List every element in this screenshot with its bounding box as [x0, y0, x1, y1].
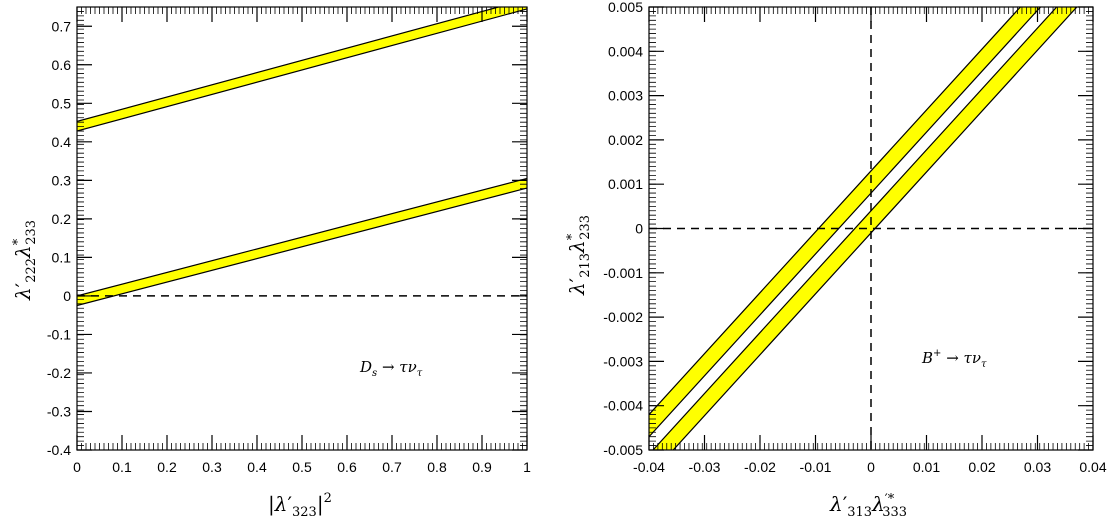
y-axis-label-right: λ′213λ*233	[565, 215, 593, 296]
x-tick-label: 0.7	[382, 459, 402, 475]
band-left-1-fill	[77, 178, 527, 306]
x-tick-label: -0.02	[744, 459, 776, 475]
y-tick-label: -0.1	[47, 326, 71, 342]
x-tick-label: 0.2	[157, 459, 177, 475]
x-tick-labels-left: 0 0.1 0.2 0.3 0.4 0.5 0.6 0.7 0.8 0.9 1	[73, 459, 531, 475]
x-tick-label: -0.03	[689, 459, 721, 475]
x-tick-label: 0.8	[427, 459, 447, 475]
band-left-0-lower-edge	[77, 8, 527, 132]
y-tick-label: 0.3	[52, 172, 72, 188]
x-axis-label-right: λ′313λ′* 333	[829, 492, 907, 520]
y-tick-label: -0.002	[603, 309, 643, 325]
y-tick-label: 0.4	[52, 134, 72, 150]
x-tick-label: 1	[523, 459, 531, 475]
x-tick-label: 0.01	[913, 459, 940, 475]
y-tick-label: 0.2	[52, 211, 72, 227]
minor-ticks-path-left	[77, 7, 527, 450]
plot-frame-left	[76, 6, 528, 451]
y-tick-label: 0.002	[608, 132, 643, 148]
x-tick-label: 0	[73, 459, 81, 475]
band-left-0-upper-edge	[77, 7, 501, 122]
x-tick-label: 0.6	[337, 459, 357, 475]
y-tick-label: 0	[635, 221, 643, 237]
bands-left	[77, 7, 527, 307]
y-tick-label: -0.2	[47, 365, 71, 381]
y-tick-label: 0.7	[52, 18, 72, 34]
annotation-right: B+ → τντ	[921, 348, 987, 370]
minor-ticks-left	[77, 7, 527, 450]
x-tick-label: 0.1	[112, 459, 132, 475]
y-tick-label: -0.003	[603, 353, 643, 369]
band-left-1-upper-edge	[77, 177, 527, 297]
y-tick-labels-right: -0.005 -0.004 -0.003 -0.002 -0.001 0 0.001 0.00…	[603, 0, 643, 458]
y-axis-label-left: λ′222λ*233	[11, 220, 39, 301]
annotation-left: Ds → τντ	[359, 358, 423, 379]
y-tick-label: -0.3	[47, 403, 71, 419]
minor-ticks-path-right	[649, 7, 1093, 450]
x-axis-label-left: |λ′323|2	[268, 491, 332, 520]
y-tick-label: 0.5	[52, 95, 72, 111]
chart-left: 0 0.1 0.2 0.3 0.4 0.5 0.6 0.7 0.8 0.9 1 -0.4-0.3-0…	[11, 6, 531, 520]
band-left-1-lower-edge	[77, 187, 527, 307]
x-tick-label: 0.4	[247, 459, 267, 475]
y-tick-label: 0	[63, 288, 71, 304]
major-ticks-left	[76, 7, 528, 451]
y-tick-label: 0.003	[608, 88, 643, 104]
x-tick-label: 0.3	[202, 459, 222, 475]
x-tick-labels-right: -0.04 -0.03 -0.02 -0.01 0 0.01 0.02 0.03 0.04	[633, 459, 1107, 475]
y-tick-label: 0.1	[52, 249, 72, 265]
y-tick-label: -0.005	[603, 442, 643, 458]
band-right-0-upper-edge	[649, 7, 1022, 415]
x-tick-label: 0.9	[472, 459, 492, 475]
x-tick-label: 0.04	[1079, 459, 1106, 475]
y-tick-label: -0.001	[603, 265, 643, 281]
y-tick-labels-left: -0.4 -0.3 -0.2 -0.1 0 0.1 0.2 0.3 0.4 0.5 0.6 0.7	[47, 18, 71, 458]
minor-ticks-right	[649, 7, 1093, 450]
x-tick-label: 0.02	[968, 459, 995, 475]
y-tick-label: -0.4	[47, 442, 71, 458]
y-tick-label: 0.005	[608, 0, 643, 15]
x-tick-label: 0.5	[292, 459, 312, 475]
plot-frame-right	[648, 6, 1094, 451]
x-tick-label: 0.03	[1024, 459, 1051, 475]
x-tick-label: -0.01	[800, 459, 832, 475]
reference-lines-right	[649, 7, 1093, 450]
x-tick-label: 0	[867, 459, 875, 475]
y-tick-label: 0.6	[52, 57, 72, 73]
chart-right: -0.04 -0.03 -0.02 -0.01 0 0.01 0.02 0.03 0.04 -0…	[565, 0, 1107, 520]
y-tick-label: 0.001	[608, 176, 643, 192]
major-ticks-path-left	[76, 7, 528, 451]
x-tick-label: -0.04	[633, 459, 665, 475]
y-tick-label: 0.004	[608, 43, 643, 59]
y-tick-label: -0.004	[603, 398, 643, 414]
